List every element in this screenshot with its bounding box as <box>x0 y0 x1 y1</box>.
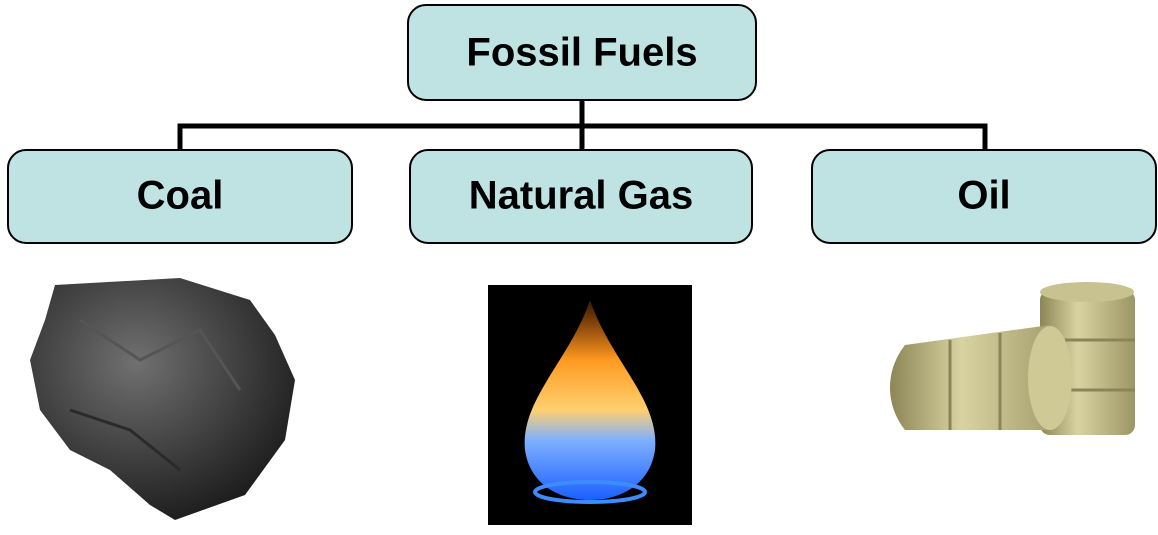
flame-image <box>488 285 692 525</box>
child-node: Natural Gas <box>410 150 752 243</box>
child-node: Coal <box>8 150 352 243</box>
coal-image <box>30 278 295 520</box>
connectors <box>180 100 985 152</box>
node-label: Coal <box>137 174 224 218</box>
root-node: Fossil Fuels <box>408 5 756 100</box>
node-label: Oil <box>957 174 1010 218</box>
node-label: Natural Gas <box>469 174 694 218</box>
root-label: Fossil Fuels <box>466 31 697 75</box>
barrels-image <box>890 282 1135 435</box>
diagram: Fossil Fuels Coal Natural Gas Oil <box>0 0 1158 530</box>
page: Fossil Fuels Coal Natural Gas Oil (() =>… <box>0 0 1158 530</box>
child-node: Oil <box>812 150 1156 243</box>
